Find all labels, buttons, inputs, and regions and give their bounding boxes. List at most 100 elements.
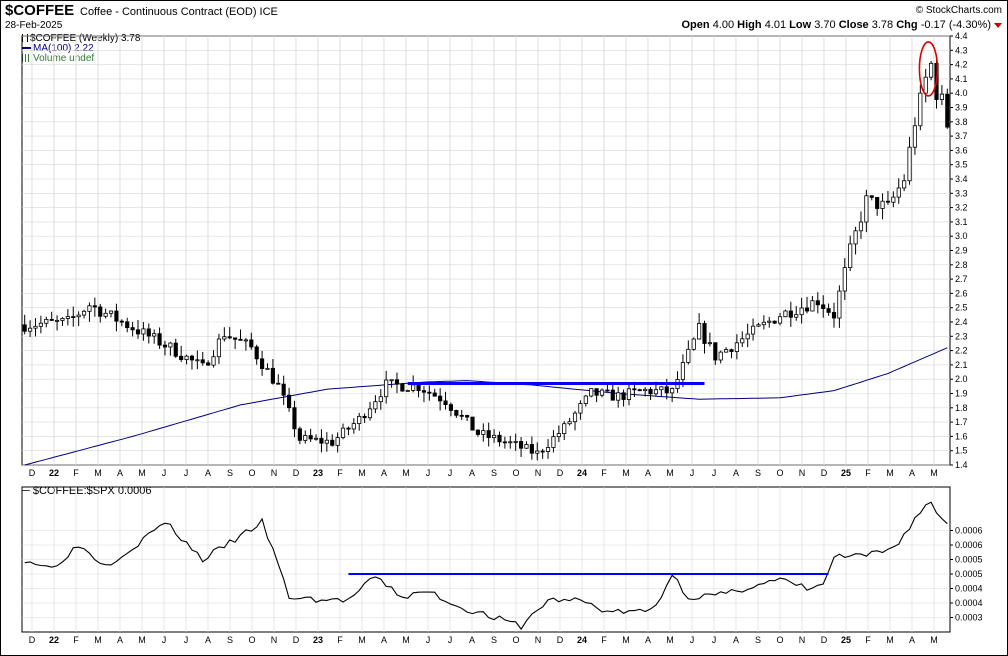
candle-body-down bbox=[308, 435, 313, 440]
candle bbox=[297, 426, 302, 445]
x-tick-label: A bbox=[469, 468, 475, 478]
candle-body-down bbox=[189, 355, 195, 361]
y-tick-label: 4.2 bbox=[955, 60, 968, 70]
candle-body-down bbox=[92, 305, 97, 308]
candle-body-down bbox=[648, 388, 653, 395]
candle-body-down bbox=[945, 93, 950, 128]
candle-body-up bbox=[303, 435, 308, 441]
candle bbox=[119, 319, 124, 327]
candle-body-up bbox=[378, 396, 383, 403]
candle bbox=[378, 389, 383, 410]
candle bbox=[853, 226, 858, 255]
x-tick-label: A bbox=[205, 635, 211, 645]
candle bbox=[92, 297, 97, 317]
candle bbox=[443, 391, 448, 410]
candle bbox=[912, 117, 918, 155]
candle-body-up bbox=[243, 339, 248, 342]
candle bbox=[777, 312, 783, 326]
lower-x-axis: D 22 F M A M J J A S O N D 23 F M A M J J A S O N D 24 F M A M J J A S O N D… bbox=[29, 635, 938, 645]
candle bbox=[691, 337, 696, 351]
high-value: 4.01 bbox=[764, 19, 787, 31]
candle-body-down bbox=[438, 395, 443, 402]
candle bbox=[141, 322, 146, 341]
candle-body-down bbox=[605, 389, 610, 392]
candle bbox=[438, 388, 443, 411]
candle-body-down bbox=[788, 310, 793, 318]
candle bbox=[335, 432, 340, 453]
candle-body-up bbox=[848, 243, 853, 268]
candle bbox=[551, 430, 556, 453]
candle-body-up bbox=[38, 322, 43, 327]
candle-body-up bbox=[896, 187, 901, 198]
x-tick-label: 24 bbox=[577, 635, 587, 645]
candle-body-down bbox=[432, 392, 437, 397]
candle bbox=[465, 414, 470, 422]
candle bbox=[875, 196, 880, 216]
x-tick-label: A bbox=[645, 468, 651, 478]
x-tick-label: D bbox=[821, 468, 828, 478]
candle bbox=[400, 382, 405, 392]
x-tick-label: N bbox=[799, 468, 806, 478]
candle-body-down bbox=[637, 389, 642, 392]
candle-body-down bbox=[233, 337, 238, 340]
candle bbox=[389, 379, 394, 388]
candle bbox=[535, 442, 540, 461]
candle bbox=[189, 354, 195, 370]
candle-body-down bbox=[297, 428, 302, 441]
candle bbox=[670, 387, 675, 403]
candle bbox=[756, 322, 761, 327]
candle-body-up bbox=[103, 312, 108, 317]
candle bbox=[270, 359, 275, 385]
candle bbox=[303, 430, 308, 444]
x-tick-label: J bbox=[426, 635, 431, 645]
candle bbox=[44, 316, 49, 328]
candle bbox=[87, 302, 92, 322]
candle-body-up bbox=[718, 351, 723, 361]
upper-x-axis: D 22 F M A M J J A S O N D 23 F M A M J J A S O N D 24 F M A M J J A S O N D… bbox=[29, 36, 938, 478]
y-tick-label: 2.4 bbox=[955, 317, 968, 327]
candle-body-up bbox=[141, 328, 146, 335]
candle bbox=[680, 354, 686, 387]
candle bbox=[616, 386, 621, 408]
y-tick-label: 0.0004 bbox=[955, 598, 983, 608]
candle-body-up bbox=[902, 180, 907, 189]
chart-date: 28-Feb-2025 bbox=[5, 20, 63, 31]
x-tick-label: M bbox=[402, 468, 410, 478]
highlight-ellipse bbox=[918, 41, 939, 97]
x-tick-label: M bbox=[138, 468, 146, 478]
candle bbox=[508, 435, 513, 449]
candle-body-down bbox=[200, 359, 205, 364]
x-tick-label: A bbox=[205, 468, 211, 478]
candle-body-up bbox=[767, 320, 772, 323]
chg-value: -0.17 (-4.30%) bbox=[920, 19, 991, 31]
candle-body-up bbox=[907, 146, 912, 182]
candle-body-down bbox=[421, 390, 427, 393]
x-tick-label: D bbox=[557, 468, 564, 478]
candle bbox=[643, 387, 648, 397]
candle-body-down bbox=[400, 383, 405, 392]
candle-body-up bbox=[858, 221, 864, 232]
ohlc-readout: Open 4.00 High 4.01 Low 3.70 Close 3.78 … bbox=[682, 19, 1002, 31]
x-tick-label: S bbox=[755, 635, 761, 645]
x-tick-label: A bbox=[381, 468, 387, 478]
candle-body-up bbox=[195, 359, 200, 362]
candle-body-down bbox=[486, 430, 491, 438]
candle bbox=[794, 306, 799, 321]
candle bbox=[367, 401, 373, 421]
legend-volume: Volume undef bbox=[22, 53, 94, 64]
candle bbox=[713, 342, 718, 365]
candle-body-up bbox=[745, 333, 750, 340]
y-tick-label: 2.6 bbox=[955, 288, 968, 298]
candle bbox=[60, 317, 65, 326]
candle bbox=[724, 347, 729, 353]
x-tick-label: M bbox=[358, 468, 366, 478]
candle bbox=[626, 383, 632, 406]
candle bbox=[481, 423, 486, 442]
candle-body-up bbox=[81, 310, 87, 316]
close-value: 3.78 bbox=[871, 19, 894, 31]
candle bbox=[135, 320, 141, 339]
x-tick-label: D bbox=[557, 635, 564, 645]
x-tick-label: A bbox=[381, 635, 387, 645]
candle bbox=[179, 345, 184, 362]
candle bbox=[416, 382, 421, 398]
